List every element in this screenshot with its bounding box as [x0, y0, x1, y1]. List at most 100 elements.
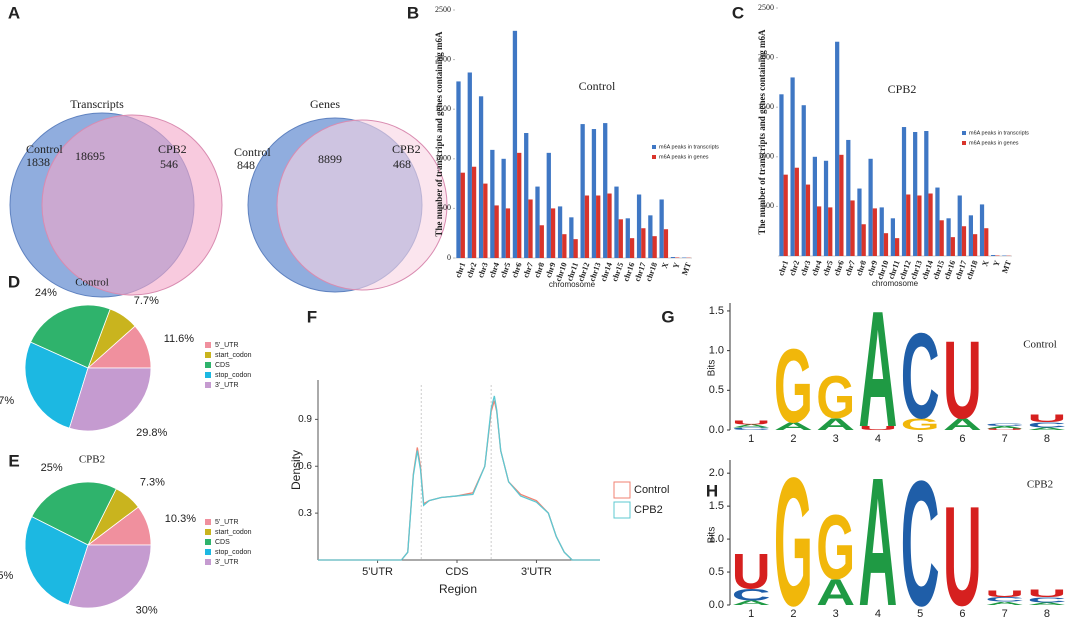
- logo-letter: A: [1027, 602, 1066, 606]
- logo-letter: G: [774, 440, 813, 620]
- logo-letter: G: [816, 364, 855, 432]
- bar: [968, 215, 973, 256]
- data-label: 27.5%: [0, 570, 13, 582]
- bar: [812, 156, 817, 256]
- legend-swatch: [962, 141, 966, 145]
- chart-title: Control: [579, 79, 616, 93]
- venn-title: Genes: [310, 97, 340, 111]
- x-tick-label: 7: [1002, 433, 1008, 445]
- legend-label: m6A peaks in transcripts: [659, 144, 719, 150]
- bar: [828, 207, 833, 256]
- bar: [979, 204, 985, 256]
- bar: [939, 220, 944, 256]
- logo-letter: U: [985, 589, 1024, 599]
- bar: [460, 172, 465, 258]
- panel-label: A: [8, 3, 20, 22]
- legend-label: CDS: [215, 362, 230, 369]
- legend-label: m6A peaks in transcripts: [969, 130, 1029, 136]
- logo-letter: C: [732, 427, 771, 431]
- bar: [783, 174, 788, 256]
- legend-swatch: [652, 155, 656, 159]
- pie-slice: [68, 544, 152, 609]
- legend-swatch: [205, 352, 211, 358]
- logo-letter: A: [774, 420, 813, 432]
- bar: [801, 105, 806, 256]
- bar: [857, 188, 862, 256]
- legend-label: CDS: [215, 539, 230, 546]
- bar: [901, 127, 907, 256]
- x-tick-label: 2: [790, 433, 796, 445]
- y-tick-label: 1000: [435, 154, 451, 163]
- logo-letter: U: [732, 420, 771, 426]
- data-label: 10.3%: [165, 513, 196, 525]
- legend-swatch: [613, 481, 631, 499]
- y-tick-label: 2500: [435, 5, 451, 14]
- bar: [467, 72, 472, 258]
- legend-label: start_codon: [215, 529, 252, 536]
- venn-label: Control: [234, 145, 271, 159]
- logo-letter: C: [732, 586, 771, 605]
- logo-letter: A: [732, 424, 771, 429]
- bar: [868, 158, 873, 256]
- bar: [505, 208, 511, 258]
- data-label: 29.8%: [136, 427, 167, 439]
- logo-letter: A: [732, 599, 771, 606]
- y-tick-label: 1500: [758, 102, 774, 111]
- line: [318, 400, 600, 561]
- data-label: 30%: [136, 604, 158, 616]
- bar: [614, 186, 619, 258]
- bar: [456, 81, 461, 258]
- data-label: 27%: [0, 395, 14, 407]
- y-axis-label: The number of transcripts and genes cont…: [757, 29, 767, 235]
- bar: [872, 208, 877, 256]
- bar: [779, 94, 784, 256]
- bar: [490, 149, 495, 258]
- logo-letter: C: [985, 596, 1024, 603]
- logo-letter: A: [1027, 427, 1066, 431]
- y-tick-label: 0: [447, 253, 451, 262]
- y-tick-label: 2500: [758, 3, 774, 12]
- venn-label: 1838: [26, 155, 50, 169]
- legend-label: m6A peaks in genes: [659, 154, 709, 160]
- bar: [950, 237, 955, 256]
- x-tick-label: 3'UTR: [521, 566, 552, 578]
- y-axis-label: Density: [289, 450, 303, 490]
- panel-label: F: [307, 307, 317, 326]
- x-tick-label: Y: [991, 259, 1002, 268]
- bar: [991, 255, 996, 256]
- bar: [584, 195, 590, 258]
- panel-label: G: [661, 307, 674, 326]
- panel-label: E: [8, 451, 19, 470]
- pie-slice: [31, 481, 117, 546]
- y-tick-label: 0.9: [298, 414, 312, 425]
- bar: [906, 194, 911, 256]
- x-tick-label: 7: [1002, 608, 1008, 620]
- data-label: 25%: [41, 462, 63, 474]
- logo-letter: A: [816, 415, 855, 434]
- bar: [562, 234, 567, 258]
- bar: [494, 205, 499, 258]
- logo-letter: U: [1027, 587, 1066, 599]
- logo-letter: U: [858, 425, 897, 431]
- bar: [471, 166, 477, 258]
- bar: [935, 187, 940, 256]
- bar: [648, 215, 653, 258]
- venn-label: 848: [237, 158, 255, 172]
- y-tick-label: 0.6: [298, 461, 312, 472]
- legend-label: stop_codon: [215, 372, 251, 379]
- y-tick-label: 0.0: [709, 424, 724, 436]
- venn-set: [41, 114, 223, 296]
- logo-letter: A: [858, 440, 897, 620]
- bar: [539, 225, 544, 258]
- legend-swatch: [205, 342, 211, 348]
- x-tick-label: Y: [671, 261, 682, 270]
- legend-swatch: [962, 131, 966, 135]
- x-tick-label: X: [980, 259, 991, 268]
- y-axis-label: Bits: [707, 527, 718, 544]
- line: [318, 395, 600, 561]
- bar: [957, 195, 962, 256]
- venn-label: CPB2: [158, 142, 187, 156]
- bar: [557, 206, 563, 258]
- data-label: 11.6%: [164, 333, 195, 345]
- legend-label: stop_codon: [215, 549, 251, 556]
